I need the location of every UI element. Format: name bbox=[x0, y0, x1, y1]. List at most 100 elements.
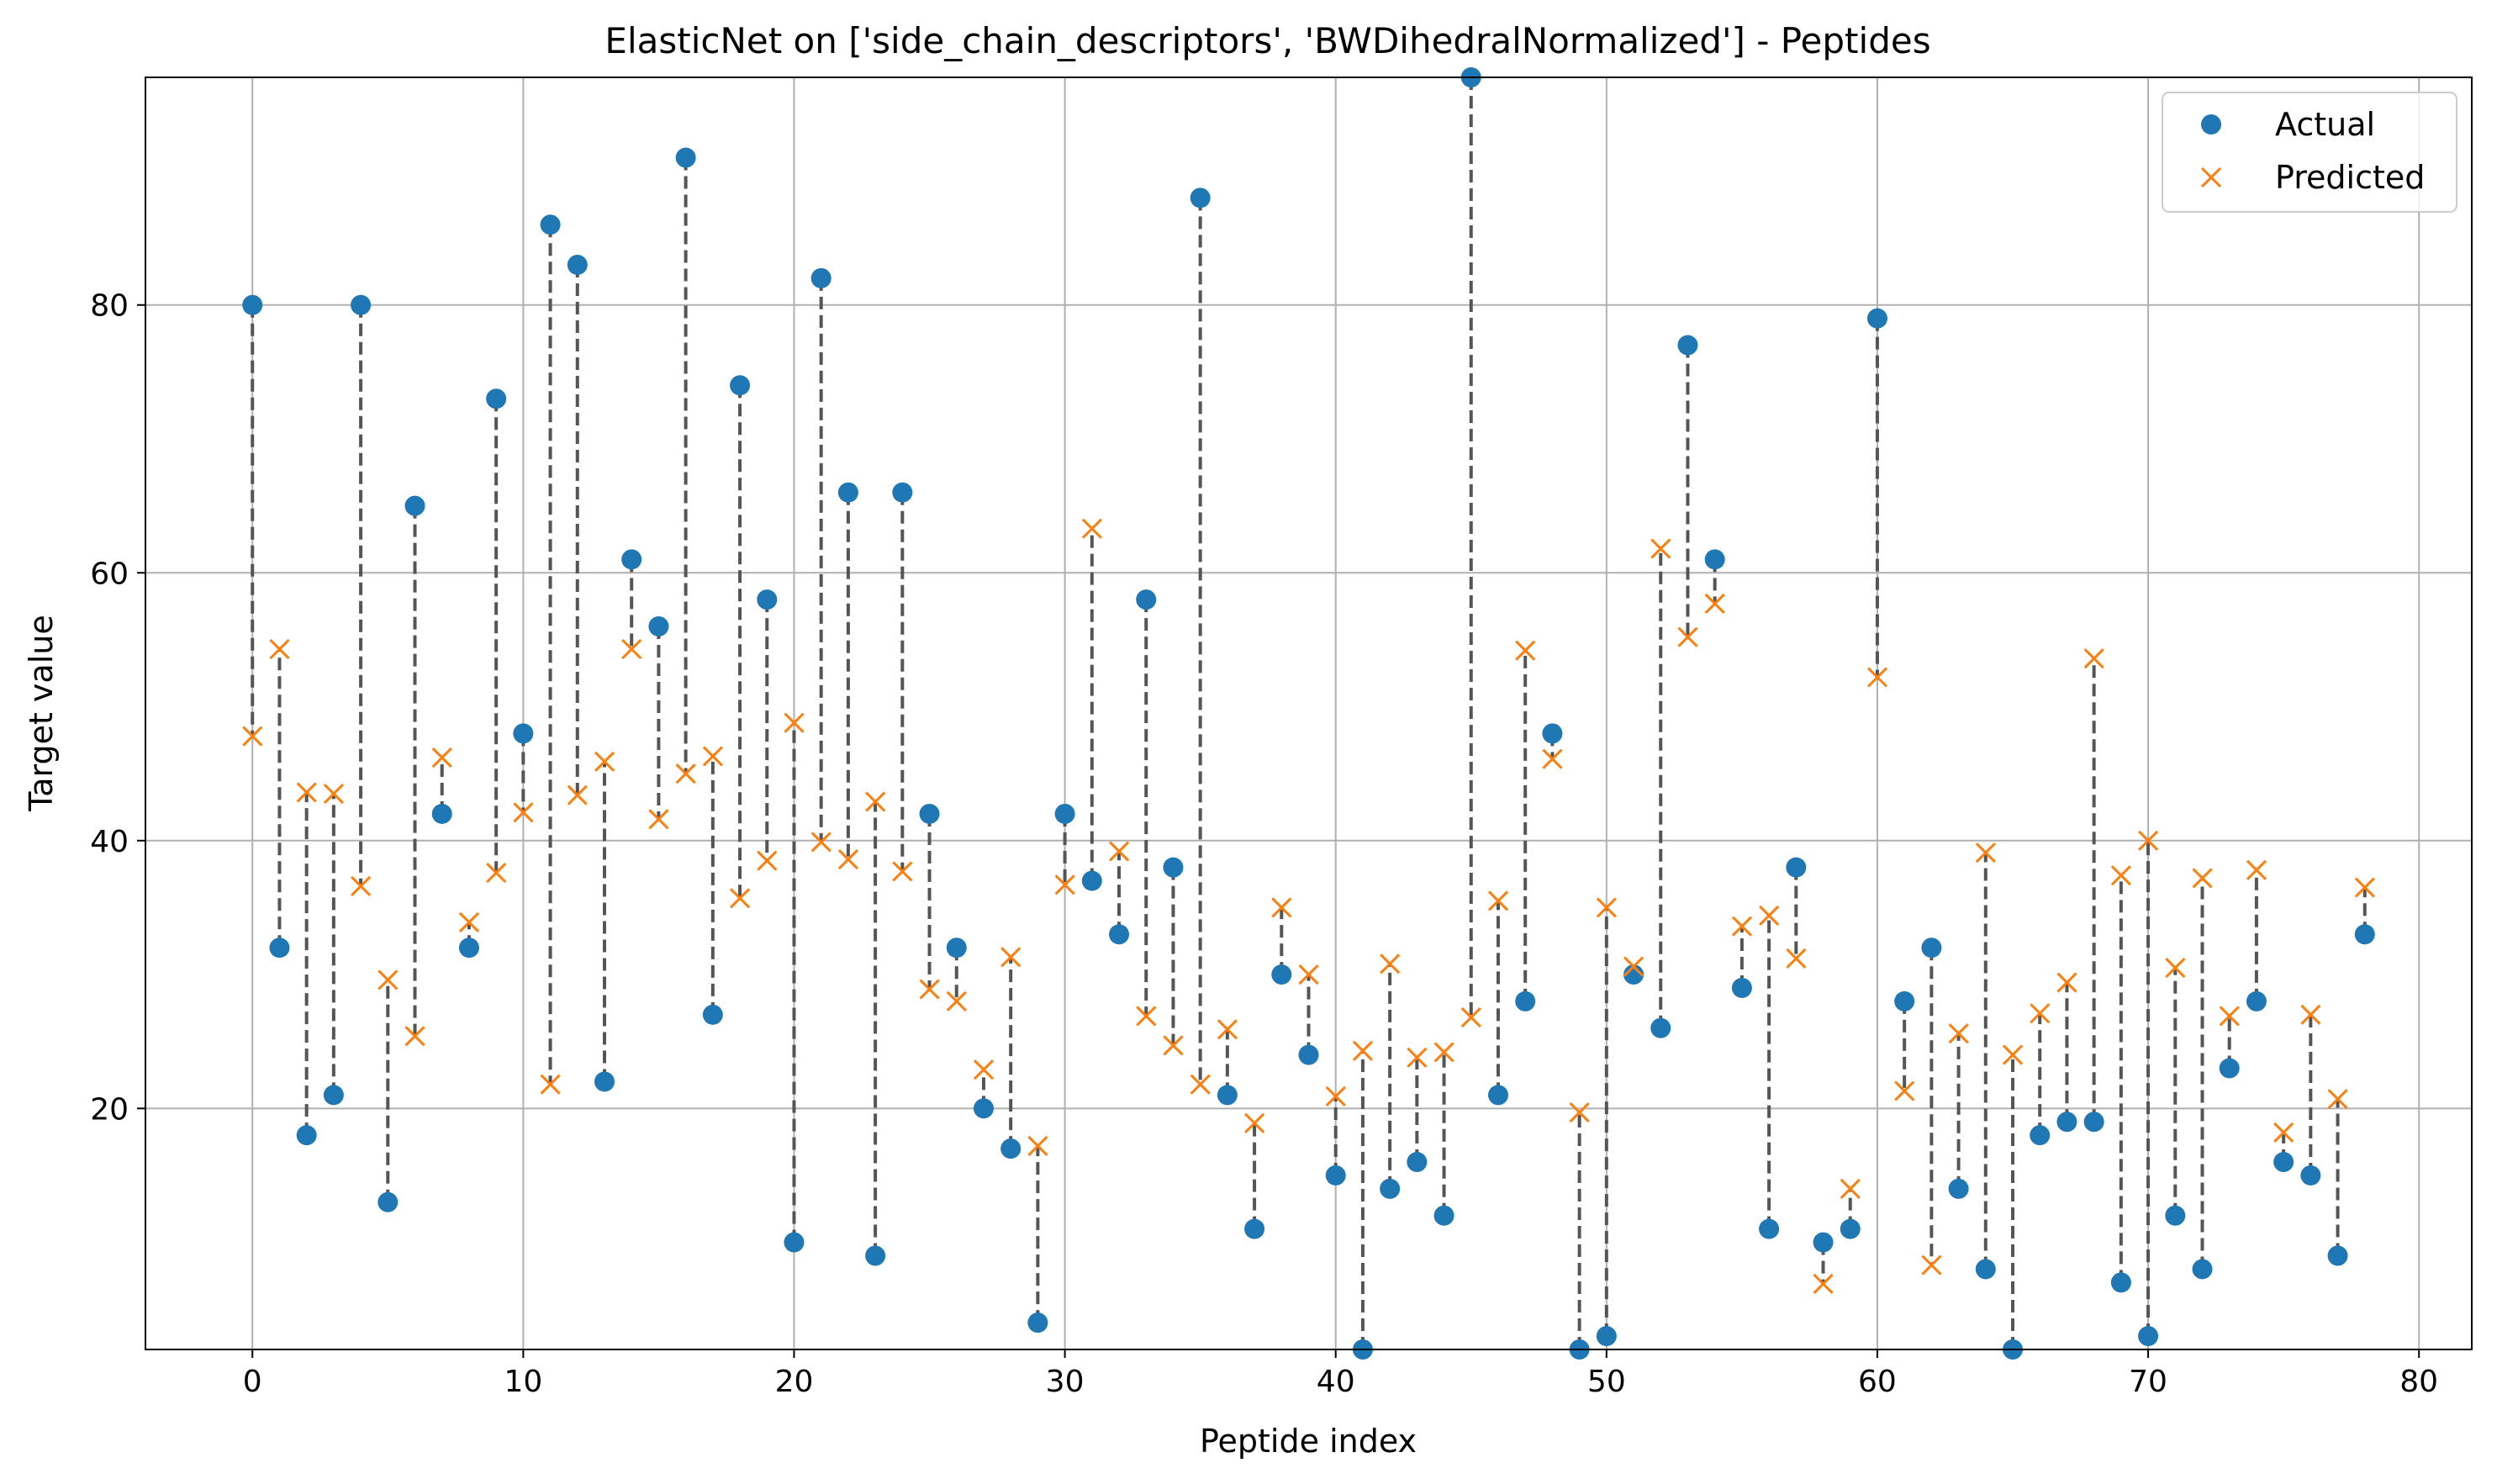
predicted-point bbox=[2030, 1003, 2051, 1024]
predicted-point-stroke bbox=[1352, 1040, 1373, 1061]
actual-point bbox=[702, 1004, 723, 1025]
actual-point bbox=[1731, 977, 1752, 998]
actual-point bbox=[2354, 924, 2375, 945]
actual-point bbox=[1866, 308, 1887, 329]
predicted-point bbox=[1380, 953, 1401, 974]
predicted-point-stroke bbox=[1487, 890, 1509, 911]
actual-point bbox=[296, 1125, 317, 1146]
predicted-point bbox=[486, 862, 507, 884]
actual-point bbox=[2219, 1058, 2240, 1079]
predicted-point-stroke bbox=[2110, 865, 2131, 886]
actual-point bbox=[431, 803, 452, 824]
actual-point bbox=[1759, 1218, 1780, 1239]
predicted-point bbox=[810, 832, 831, 853]
predicted-point bbox=[1840, 1178, 1861, 1199]
actual-point bbox=[1596, 1326, 1617, 1347]
predicted-point-stroke bbox=[1948, 1023, 1969, 1044]
predicted-point bbox=[1731, 916, 1752, 937]
predicted-point bbox=[1244, 1112, 1265, 1133]
legend: Actual Predicted bbox=[2162, 92, 2457, 213]
predicted-point-stroke bbox=[919, 979, 940, 1000]
actual-point bbox=[594, 1071, 615, 1092]
predicted-point-stroke bbox=[269, 638, 290, 660]
predicted-point-stroke bbox=[1163, 1035, 1184, 1056]
predicted-point-stroke bbox=[648, 809, 669, 830]
actual-point bbox=[351, 294, 372, 315]
predicted-point-stroke bbox=[2300, 1004, 2321, 1025]
predicted-point bbox=[1407, 1047, 1428, 1068]
actual-point bbox=[2165, 1205, 2186, 1226]
predicted-point-stroke bbox=[1786, 948, 1807, 969]
actual-point bbox=[1325, 1164, 1346, 1186]
actual-point bbox=[567, 254, 588, 275]
predicted-point bbox=[1704, 593, 1725, 614]
predicted-point bbox=[1460, 1006, 1481, 1028]
actual-point bbox=[2056, 1112, 2077, 1133]
predicted-point bbox=[1894, 1080, 1915, 1101]
predicted-point bbox=[729, 888, 751, 909]
predicted-point-stroke bbox=[513, 802, 534, 823]
predicted-point-stroke bbox=[2165, 958, 2186, 979]
actual-point bbox=[784, 1232, 805, 1253]
predicted-point bbox=[351, 875, 372, 897]
predicted-point-stroke bbox=[567, 784, 588, 805]
predicted-point-stroke bbox=[2083, 648, 2104, 669]
predicted-point bbox=[1136, 1006, 1157, 1027]
predicted-point-stroke bbox=[296, 782, 317, 803]
predicted-point bbox=[1650, 538, 1671, 559]
predicted-point-stroke bbox=[1027, 1135, 1048, 1156]
predicted-point bbox=[404, 1026, 425, 1047]
predicted-point bbox=[2246, 859, 2267, 880]
predicted-point-stroke bbox=[1542, 748, 1563, 769]
predicted-point-stroke bbox=[1975, 842, 1996, 863]
predicted-point bbox=[1000, 947, 1022, 968]
actual-point bbox=[1515, 990, 1536, 1011]
actual-point bbox=[1271, 964, 1292, 985]
actual-point bbox=[1163, 857, 1184, 878]
actual-point bbox=[242, 294, 263, 315]
actual-point bbox=[2192, 1259, 2213, 1280]
predicted-point-stroke bbox=[1650, 538, 1671, 559]
predicted-point bbox=[1975, 842, 1996, 863]
predicted-point bbox=[2354, 877, 2375, 898]
actual-point bbox=[621, 549, 642, 570]
actual-point bbox=[1786, 857, 1807, 878]
predicted-point-stroke bbox=[1840, 1178, 1861, 1199]
y-axis-label: Target value bbox=[23, 615, 60, 811]
actual-point bbox=[1704, 549, 1725, 570]
predicted-point-stroke bbox=[1000, 947, 1022, 968]
predicted-point-stroke bbox=[837, 849, 858, 870]
actual-point bbox=[1542, 723, 1563, 744]
predicted-point bbox=[1217, 1019, 1238, 1040]
predicted-point bbox=[919, 979, 940, 1000]
predicted-point-stroke bbox=[2192, 868, 2213, 889]
predicted-point-stroke bbox=[540, 1074, 561, 1095]
actual-series bbox=[242, 67, 2375, 1360]
y-tick-label: 80 bbox=[90, 289, 129, 324]
predicted-point bbox=[648, 809, 669, 830]
actual-point bbox=[757, 589, 778, 610]
x-tick-label: 80 bbox=[2399, 1365, 2438, 1399]
predicted-point bbox=[242, 726, 263, 747]
predicted-point bbox=[1515, 640, 1536, 661]
predicted-point bbox=[2002, 1044, 2024, 1065]
actual-point bbox=[837, 482, 858, 503]
predicted-point-stroke bbox=[431, 747, 452, 768]
predicted-point bbox=[757, 850, 778, 871]
predicted-point bbox=[2083, 648, 2104, 669]
actual-point bbox=[1217, 1085, 1238, 1106]
predicted-point bbox=[1433, 1042, 1454, 1063]
actual-point bbox=[810, 267, 831, 288]
predicted-point bbox=[269, 638, 290, 660]
y-axis-ticks: 20 40 60 80 bbox=[90, 289, 145, 1127]
x-axis-label: Peptide index bbox=[1200, 1423, 1417, 1460]
actual-point bbox=[675, 147, 696, 168]
predicted-point bbox=[675, 763, 696, 784]
predicted-point bbox=[2300, 1004, 2321, 1025]
predicted-point bbox=[2327, 1089, 2348, 1110]
predicted-point bbox=[621, 638, 642, 660]
actual-point bbox=[1380, 1178, 1401, 1199]
actual-point bbox=[2030, 1125, 2051, 1146]
actual-point bbox=[1407, 1152, 1428, 1173]
